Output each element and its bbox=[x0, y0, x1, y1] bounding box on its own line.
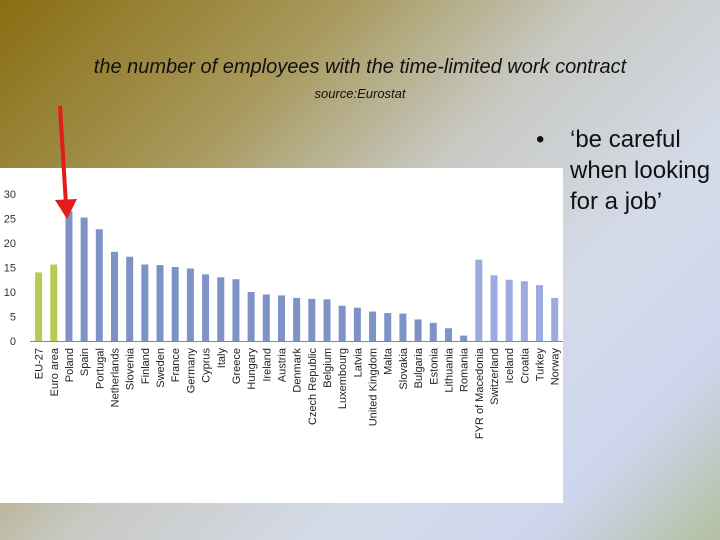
x-tick-label: United Kingdom bbox=[368, 348, 380, 426]
y-tick-label: 25 bbox=[4, 214, 16, 226]
bar bbox=[141, 264, 149, 341]
x-tick-label: Slovenia bbox=[125, 347, 137, 390]
x-tick-label: Sweden bbox=[155, 348, 167, 388]
bar bbox=[551, 297, 559, 341]
bar bbox=[460, 335, 468, 341]
bar bbox=[202, 274, 210, 341]
bar bbox=[277, 295, 285, 341]
x-tick-label: Turkey bbox=[535, 348, 547, 382]
bar bbox=[126, 256, 134, 341]
x-tick-label: Greece bbox=[231, 348, 243, 384]
x-tick-label: FYR of Macedonia bbox=[474, 347, 486, 439]
bar bbox=[429, 322, 437, 341]
x-tick-label: France bbox=[170, 348, 182, 382]
x-tick-label: Euro area bbox=[49, 347, 61, 396]
bar bbox=[399, 313, 407, 341]
chart-area: 0 5 10 15 20 25 30 EU-27 Euro area Poland Spain Por… bbox=[0, 168, 563, 503]
bar bbox=[338, 305, 346, 341]
slide-subtitle: source:Eurostat bbox=[314, 86, 406, 101]
x-tick-label: Slovakia bbox=[398, 347, 410, 389]
x-tick-label: Latvia bbox=[352, 347, 364, 377]
y-tick-label: 20 bbox=[4, 238, 16, 250]
bar bbox=[50, 264, 58, 341]
bar bbox=[475, 259, 483, 341]
bullet-dot: • bbox=[536, 126, 545, 153]
bar-chart: 0 5 10 15 20 25 30 EU-27 Euro area Poland Spain Por… bbox=[4, 189, 563, 439]
x-tick-label: Malta bbox=[383, 347, 395, 375]
x-tick-label: Denmark bbox=[292, 348, 304, 393]
x-tick-label: Norway bbox=[550, 348, 562, 386]
bar bbox=[232, 279, 240, 341]
x-tick-label: Lithuania bbox=[443, 347, 455, 393]
bar bbox=[490, 275, 498, 341]
bar bbox=[247, 292, 255, 341]
x-tick-label: Spain bbox=[79, 348, 91, 376]
y-tick-label: 15 bbox=[4, 263, 16, 275]
x-tick-label: Czech Republic bbox=[307, 348, 319, 426]
bar bbox=[414, 319, 422, 341]
bar bbox=[384, 313, 392, 341]
x-tick-label: Cyprus bbox=[201, 348, 213, 383]
x-tick-label: Belgium bbox=[322, 348, 334, 388]
x-tick-label: Croatia bbox=[519, 347, 531, 383]
bar bbox=[171, 267, 179, 341]
x-tick-label: Germany bbox=[185, 348, 197, 394]
x-tick-label: Romania bbox=[459, 347, 471, 392]
bar bbox=[520, 281, 528, 341]
bar bbox=[35, 272, 43, 341]
bar bbox=[293, 297, 301, 341]
slide-title: the number of employees with the time-li… bbox=[93, 56, 627, 78]
x-tick-label: Italy bbox=[216, 348, 228, 369]
bar bbox=[323, 299, 331, 341]
y-tick-label: 30 bbox=[4, 189, 16, 201]
x-tick-label: Poland bbox=[64, 348, 76, 382]
bar bbox=[95, 229, 103, 341]
bar bbox=[65, 211, 73, 341]
bar bbox=[186, 268, 194, 341]
bar bbox=[369, 311, 377, 341]
y-tick-label: 10 bbox=[4, 287, 16, 299]
x-tick-label: Finland bbox=[140, 348, 152, 384]
x-tick-label: Austria bbox=[276, 347, 288, 382]
bar bbox=[444, 328, 452, 341]
bar bbox=[308, 298, 316, 341]
x-tick-label: Netherlands bbox=[109, 348, 121, 408]
bar bbox=[262, 294, 270, 341]
x-tick-label: Bulgaria bbox=[413, 347, 425, 388]
y-tick-label: 5 bbox=[10, 312, 16, 324]
x-tick-label: Iceland bbox=[504, 348, 516, 383]
x-tick-label: Hungary bbox=[246, 348, 258, 390]
x-tick-label: Estonia bbox=[428, 347, 440, 385]
x-tick-label: EU-27 bbox=[34, 348, 46, 379]
bar bbox=[80, 217, 88, 341]
bar bbox=[536, 285, 544, 341]
x-tick-label: Ireland bbox=[261, 348, 273, 382]
bar bbox=[156, 265, 164, 341]
x-tick-label: Switzerland bbox=[489, 348, 501, 405]
bar bbox=[217, 277, 225, 341]
x-tick-label: Portugal bbox=[94, 348, 106, 389]
bullet-text: ‘be careful when looking for a job’ bbox=[570, 126, 711, 215]
y-tick-label: 0 bbox=[10, 336, 16, 348]
x-tick-label: Luxembourg bbox=[337, 348, 349, 409]
bar bbox=[505, 279, 513, 341]
bar bbox=[353, 307, 361, 341]
bar bbox=[110, 251, 118, 341]
